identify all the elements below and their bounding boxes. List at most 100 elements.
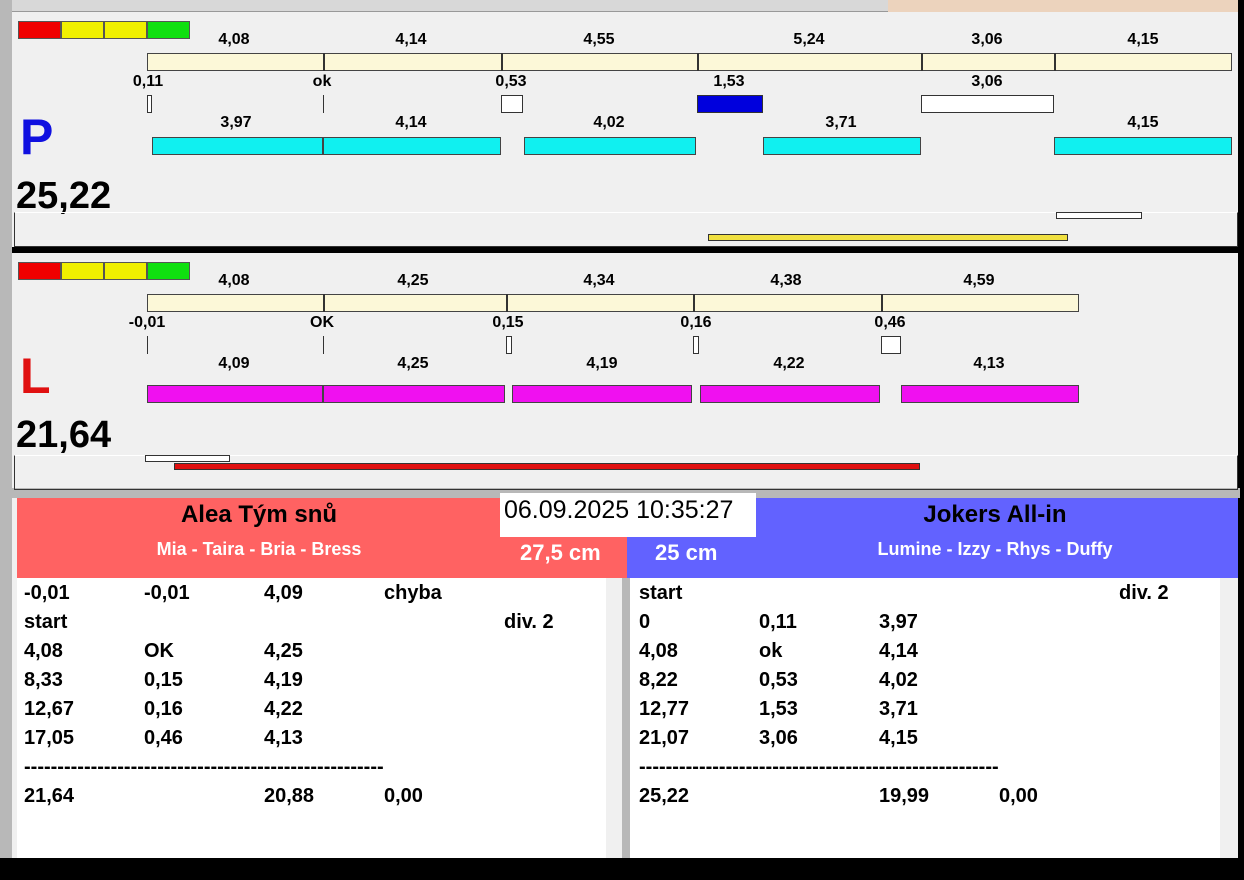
- split-time: 4,25: [397, 272, 429, 289]
- table-cell: 4,15: [879, 727, 918, 749]
- segment-divider: [1054, 53, 1056, 71]
- lane-letter: L: [20, 348, 51, 404]
- scrollbar[interactable]: [1220, 578, 1238, 858]
- run-time: 4,25: [397, 355, 429, 372]
- table-cell: 8,33: [24, 669, 63, 691]
- reaction-tick: [147, 336, 148, 354]
- reaction-box: [501, 95, 523, 113]
- segment-divider: [323, 294, 325, 312]
- scrollbar[interactable]: [606, 578, 622, 858]
- run-time: 4,22: [773, 355, 805, 372]
- table-cell: -0,01: [24, 582, 70, 604]
- status-light: [147, 21, 190, 39]
- progress-bar: [708, 234, 1068, 241]
- table-cell: 12,77: [639, 698, 690, 720]
- split-time: 4,55: [583, 31, 615, 48]
- team-members: Lumine - Izzy - Rhys - Duffy: [877, 539, 1113, 559]
- segment-divider: [323, 53, 325, 71]
- reaction-time: 3,06: [971, 73, 1003, 90]
- table-cell: 8,22: [639, 669, 678, 691]
- reaction-time: -0,01: [128, 314, 166, 331]
- run-bar: [512, 385, 692, 403]
- table-cell: 0,53: [759, 669, 798, 691]
- reaction-tick: [323, 95, 324, 113]
- team-name: Alea Tým snů: [180, 501, 338, 528]
- tab-active: [888, 0, 1240, 12]
- datetime: 06.09.2025 10:35:27: [500, 493, 756, 537]
- split-time: 4,14: [395, 31, 427, 48]
- table-cell: 4,08: [24, 640, 63, 662]
- reaction-tick: [323, 336, 324, 354]
- table-cell: 4,22: [264, 698, 303, 720]
- reaction-time: 0,53: [495, 73, 527, 90]
- progress-track: [14, 455, 1238, 490]
- table-cell: 3,06: [759, 727, 798, 749]
- reaction-box: [693, 336, 699, 354]
- table-cell: 17,05: [24, 727, 75, 749]
- table-cell: 0,15: [144, 669, 183, 691]
- splitter: [622, 578, 630, 858]
- reaction-box: [921, 95, 1054, 113]
- table-cell: 4,13: [264, 727, 303, 749]
- results-table: start div. 2 0 0,11 3,97 4,08 ok 4,14 8,22 0,53 4,…: [630, 578, 1220, 858]
- run-time: 4,09: [218, 355, 250, 372]
- run-time: 3,71: [825, 114, 857, 131]
- run-time: 3,97: [220, 114, 252, 131]
- reaction-box: [506, 336, 512, 354]
- table-cell: 0,00: [384, 785, 423, 807]
- table-cell: 19,99: [879, 785, 930, 807]
- reaction-time: 1,53: [713, 73, 745, 90]
- reaction-time: OK: [310, 314, 334, 331]
- segment-divider: [881, 294, 883, 312]
- table-cell: 0,00: [999, 785, 1038, 807]
- table-cell: 21,64: [24, 785, 75, 807]
- lane-total: 21,64: [16, 414, 112, 456]
- run-time: 4,13: [973, 355, 1005, 372]
- split-time: 4,08: [218, 272, 250, 289]
- table-cell: 0,11: [759, 611, 797, 633]
- progress-marker: [145, 455, 230, 462]
- table-cell: ----------------------------------------…: [639, 756, 999, 778]
- run-time: 4,14: [395, 114, 427, 131]
- status-light: [18, 262, 61, 280]
- run-bar: [323, 385, 505, 403]
- segment-bar: [147, 294, 1079, 312]
- run-bar: [1054, 137, 1232, 155]
- reaction-box: [147, 95, 152, 113]
- left-edge: [0, 0, 12, 880]
- table-cell: ----------------------------------------…: [24, 756, 384, 778]
- table-cell: 25,22: [639, 785, 690, 807]
- segment-divider: [697, 53, 699, 71]
- lane-separator: [12, 247, 1240, 253]
- table-cell: 1,53: [759, 698, 798, 720]
- status-light: [104, 262, 147, 280]
- segment-divider: [921, 53, 923, 71]
- run-bar: [152, 137, 323, 155]
- reaction-time: ok: [312, 73, 332, 90]
- team-distance: 25 cm: [655, 540, 718, 565]
- table-cell: 4,14: [879, 640, 918, 662]
- run-bar: [700, 385, 880, 403]
- table-cell: OK: [144, 640, 174, 662]
- reaction-time: 0,11: [132, 73, 164, 90]
- reaction-box: [697, 95, 763, 113]
- segment-bar: [147, 53, 1232, 71]
- bottom-edge: [0, 858, 1244, 880]
- results-table: -0,01 -0,01 4,09 chyba start div. 2 4,08 OK 4,25…: [17, 578, 606, 858]
- table-cell: div. 2: [504, 611, 554, 633]
- table-cell: 0,46: [144, 727, 183, 749]
- status-light: [61, 21, 104, 39]
- table-cell: 4,02: [879, 669, 918, 691]
- segment-divider: [506, 294, 508, 312]
- table-cell: 0,16: [144, 698, 183, 720]
- run-bar: [323, 137, 501, 155]
- right-edge: [1238, 0, 1244, 880]
- table-cell: 4,25: [264, 640, 303, 662]
- segment-divider: [693, 294, 695, 312]
- table-cell: chyba: [384, 582, 442, 604]
- split-time: 4,59: [963, 272, 995, 289]
- status-light: [61, 262, 104, 280]
- table-cell: 0: [639, 611, 651, 633]
- split-time: 4,08: [218, 31, 250, 48]
- run-bar: [901, 385, 1079, 403]
